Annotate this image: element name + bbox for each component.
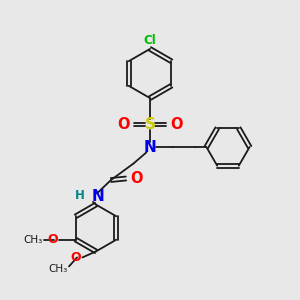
Text: O: O bbox=[70, 251, 81, 264]
Text: Cl: Cl bbox=[144, 34, 156, 46]
Text: H: H bbox=[75, 189, 85, 202]
Text: N: N bbox=[144, 140, 156, 154]
Text: O: O bbox=[130, 171, 142, 186]
Text: CH₃: CH₃ bbox=[49, 264, 68, 274]
Text: S: S bbox=[145, 117, 155, 132]
Text: N: N bbox=[92, 189, 104, 204]
Text: O: O bbox=[47, 233, 58, 246]
Text: O: O bbox=[170, 117, 183, 132]
Text: CH₃: CH₃ bbox=[23, 235, 43, 245]
Text: O: O bbox=[117, 117, 130, 132]
